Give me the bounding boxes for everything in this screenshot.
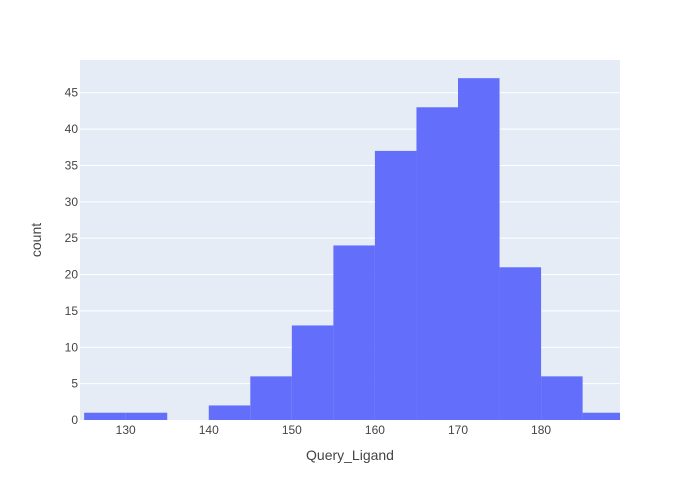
histogram-bar [208, 405, 251, 420]
histogram-bar [582, 412, 620, 420]
y-tick-label: 0 [71, 413, 78, 427]
histogram-bar [374, 150, 417, 420]
histogram-bar [333, 245, 375, 420]
y-tick-label: 15 [65, 304, 79, 318]
x-tick-label: 170 [448, 423, 468, 437]
histogram-bar [499, 267, 542, 420]
x-axis-ticks: 130 140 150 160 170 180 [116, 423, 552, 437]
histogram-bar [291, 325, 334, 420]
histogram-bar [458, 78, 500, 420]
x-tick-label: 130 [116, 423, 136, 437]
y-tick-label: 35 [65, 158, 79, 172]
y-tick-label: 20 [65, 268, 79, 282]
y-axis-title: count [28, 223, 44, 257]
histogram-bar [250, 376, 292, 420]
histogram-bar [84, 412, 126, 420]
x-tick-label: 140 [199, 423, 219, 437]
x-tick-label: 150 [282, 423, 302, 437]
y-tick-label: 10 [65, 340, 79, 354]
histogram-bar [125, 412, 168, 420]
x-tick-label: 180 [531, 423, 551, 437]
histogram-bar [416, 107, 458, 420]
y-tick-label: 45 [65, 86, 79, 100]
y-tick-label: 40 [65, 122, 79, 136]
x-tick-label: 160 [365, 423, 385, 437]
y-tick-label: 30 [65, 195, 79, 209]
y-tick-label: 25 [65, 231, 79, 245]
y-tick-label: 5 [71, 377, 78, 391]
x-axis-title: Query_Ligand [306, 447, 394, 463]
histogram-bar [541, 376, 583, 420]
histogram-bars [84, 78, 620, 420]
y-axis-ticks: 0 5 10 15 20 25 30 35 40 45 [65, 86, 79, 427]
